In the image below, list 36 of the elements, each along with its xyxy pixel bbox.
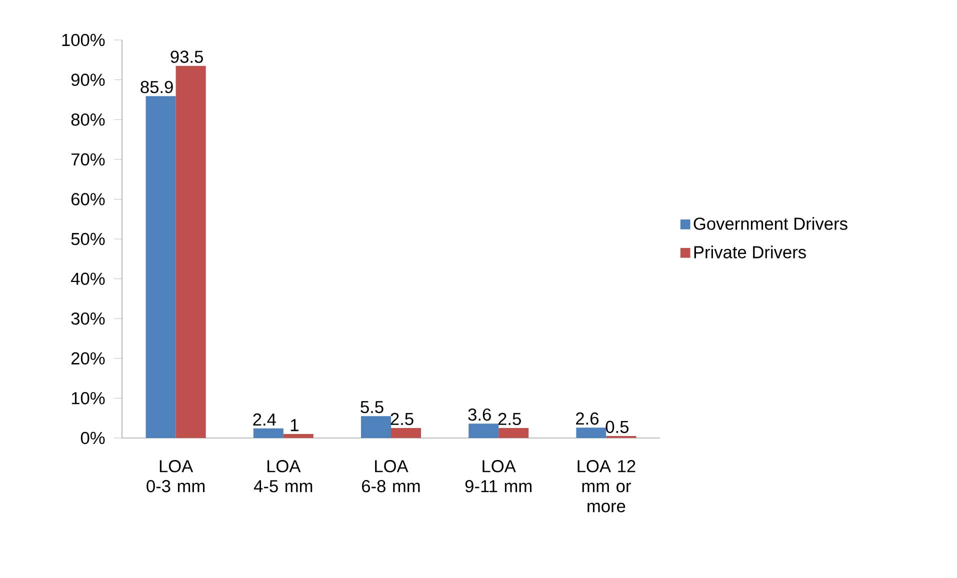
y-tick-label: 60% xyxy=(71,193,105,206)
x-tick-label: LOA 0-3 mm xyxy=(146,460,205,492)
data-label: 2.5 xyxy=(498,412,521,426)
legend-label: Government Drivers xyxy=(694,217,848,230)
x-tick-label: LOA 4-5 mm xyxy=(254,460,312,492)
bar xyxy=(253,428,284,438)
legend-label: Private Drivers xyxy=(694,246,806,258)
bar xyxy=(361,416,392,438)
data-label: 2.6 xyxy=(576,412,598,425)
bar xyxy=(498,428,529,438)
data-label: 0.5 xyxy=(606,420,629,434)
x-tick-label: LOA 6-8 mm xyxy=(362,460,420,492)
data-label: 3.6 xyxy=(468,408,491,421)
y-tick-label: 40% xyxy=(71,272,105,285)
bar xyxy=(176,66,206,438)
y-tick-label: 80% xyxy=(71,113,105,126)
data-label: 93.5 xyxy=(170,50,203,63)
y-tick-label: 20% xyxy=(71,352,105,365)
bar xyxy=(146,96,176,438)
data-label: 85.9 xyxy=(140,80,173,94)
y-tick-label: 90% xyxy=(71,74,105,86)
y-tick-label: 50% xyxy=(71,232,105,246)
bar xyxy=(576,428,606,438)
bar xyxy=(468,424,499,438)
data-label: 2.4 xyxy=(253,413,276,426)
y-tick-label: 100% xyxy=(62,34,105,46)
y-tick-label: 0% xyxy=(80,432,105,444)
y-tick-label: 30% xyxy=(71,312,105,325)
bar xyxy=(391,428,421,438)
data-label: 5.5 xyxy=(360,401,384,414)
x-tick-label: LOA 12 mm or more xyxy=(578,460,636,512)
bar xyxy=(283,434,314,438)
y-tick-label: 70% xyxy=(72,153,105,166)
x-tick-label: LOA 9-11 mm xyxy=(465,460,532,492)
data-label: 1 xyxy=(290,419,298,432)
y-tick-label: 10% xyxy=(72,392,105,404)
